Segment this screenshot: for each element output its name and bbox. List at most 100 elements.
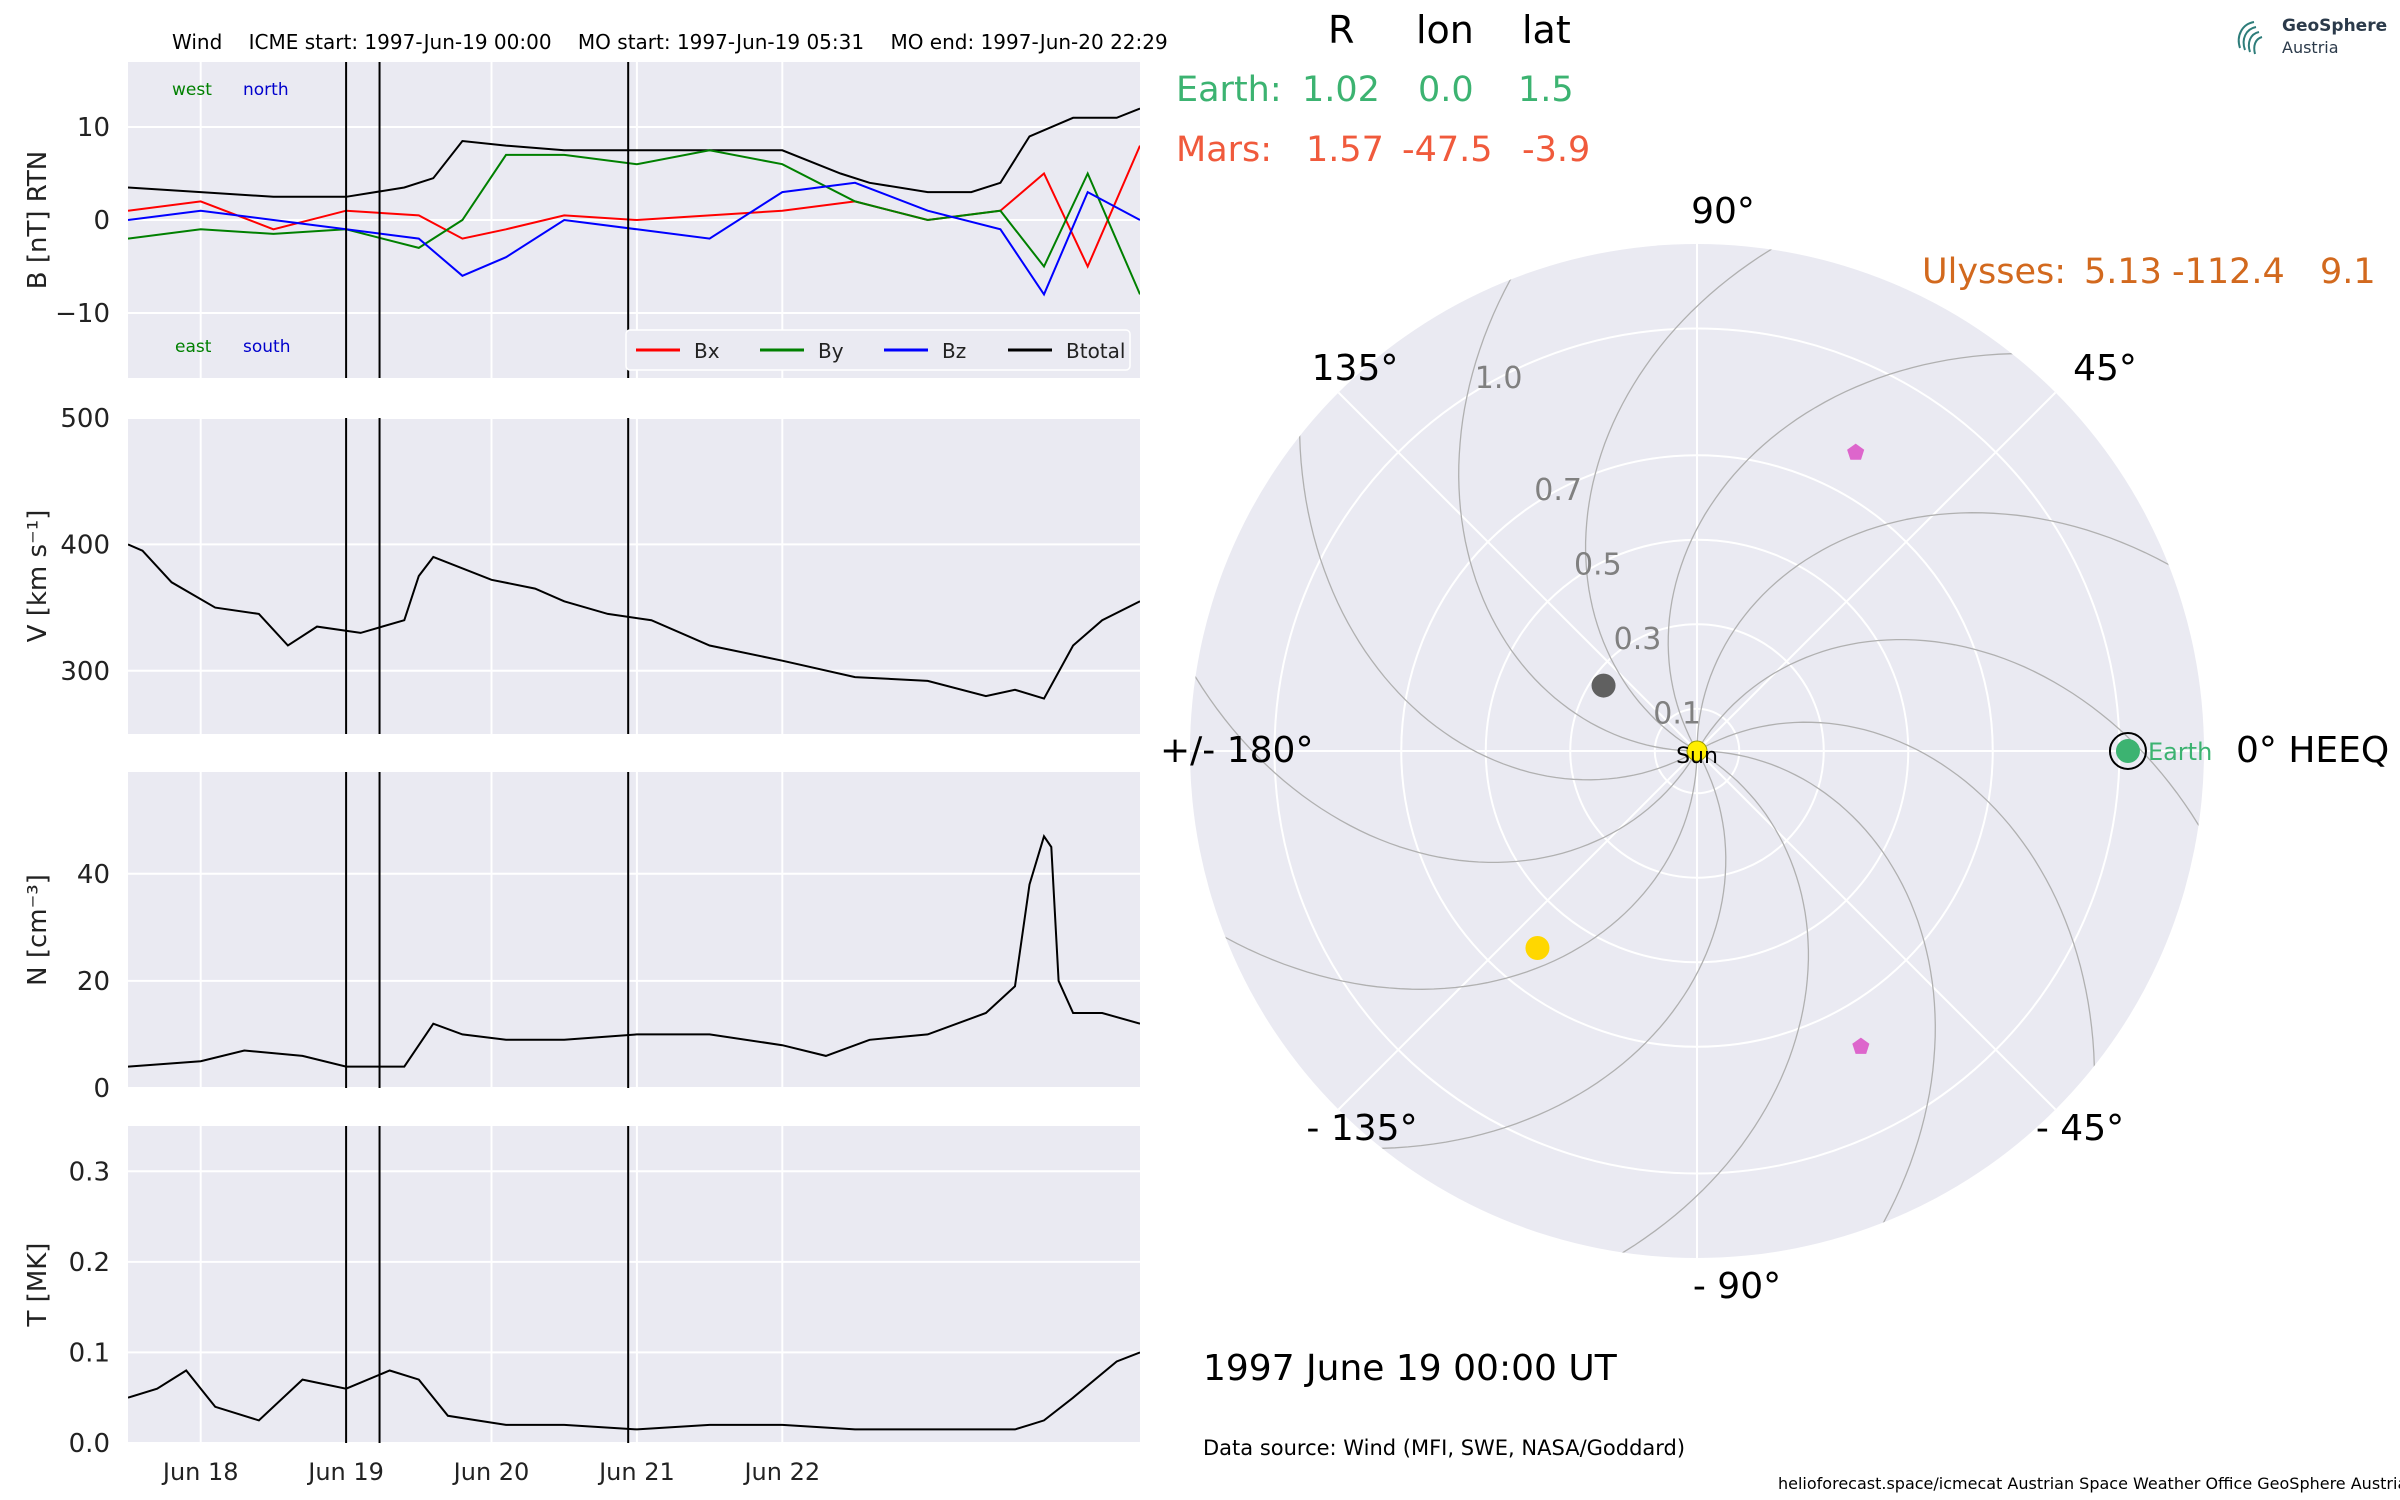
- annotation-west: west: [172, 80, 212, 100]
- polar-grid-spoke: [1696, 391, 2057, 752]
- header-icme-start: ICME start: 1997-Jun-19 00:00: [248, 30, 552, 54]
- logo-line2: Austria: [2282, 38, 2339, 57]
- header-mo-end: MO end: 1997-Jun-20 22:29: [890, 30, 1168, 54]
- sun-label: Sun: [1676, 744, 1718, 769]
- y-tick-label: 0.3: [69, 1157, 110, 1187]
- mars-row-lon: -47.5: [1402, 130, 1493, 170]
- angle-label: 0° HEEQ: [2236, 730, 2389, 771]
- y-tick-label: 10: [77, 113, 110, 143]
- earth-row-r: 1.02: [1302, 70, 1380, 110]
- y-tick-label: 40: [77, 860, 110, 890]
- ulysses-row-lon: -112.4: [2172, 252, 2285, 292]
- pink-pentagon-2-marker: [1852, 1037, 1870, 1054]
- mars-row-r: 1.57: [1306, 130, 1384, 170]
- angle-label: 90°: [1691, 191, 1755, 232]
- legend: Bx By Bz Btotal: [625, 329, 1131, 371]
- y-tick-label: −10: [55, 299, 110, 329]
- legend-label-by: By: [818, 339, 844, 363]
- table-header-lon: lon: [1416, 8, 1474, 52]
- gray-body-marker: [1591, 673, 1616, 698]
- parker-spiral-line: [1362, 754, 1810, 1258]
- series-group: [128, 543, 1140, 700]
- panel-background: [128, 772, 1140, 1088]
- parker-spiral-line: [1584, 244, 2032, 748]
- header-mo-start: MO start: 1997-Jun-19 05:31: [577, 30, 865, 54]
- panel-background: [128, 1126, 1140, 1443]
- x-tick-label: Jun 20: [452, 1458, 530, 1486]
- polar-grid-spoke: [1337, 391, 1698, 752]
- radial-tick-label: 0.3: [1614, 622, 1662, 657]
- angle-label: 135°: [1312, 348, 1399, 389]
- y-tick-label: 0: [93, 206, 110, 236]
- y-tick-label: 0.2: [69, 1248, 110, 1278]
- polar-grid-spoke: [1337, 750, 1698, 1111]
- legend-box: [625, 329, 1131, 371]
- y-axis-label: B [nT] RTN: [23, 151, 53, 290]
- radial-tick-label: 1.0: [1475, 361, 1523, 396]
- radial-tick-label: 0.5: [1574, 547, 1622, 582]
- table-header-r: R: [1328, 8, 1355, 52]
- y-tick-label: 20: [77, 967, 110, 997]
- angle-label: - 135°: [1306, 1108, 1417, 1149]
- parker-spiral-line: [1458, 244, 1699, 752]
- earth-row-lon: 0.0: [1418, 70, 1474, 110]
- parker-spiral-line: [1695, 750, 1936, 1258]
- y-tick-label: 300: [60, 657, 110, 687]
- pink-pentagon-1-marker: [1847, 443, 1865, 460]
- panel-background: [128, 418, 1140, 734]
- y-tick-label: 500: [60, 404, 110, 434]
- earth-marker: [2115, 739, 2140, 763]
- angle-label: 45°: [2073, 348, 2137, 389]
- table-header-lat: lat: [1522, 8, 1571, 52]
- panel-density: 40 20 0 N [cm⁻³]: [23, 772, 1140, 1104]
- angle-label: - 45°: [2036, 1108, 2124, 1149]
- series-line-t: [128, 1351, 1140, 1431]
- panel-temperature: 0.3 0.2 0.1 0.0 T [MK]: [23, 1126, 1140, 1459]
- x-tick-label: Jun 19: [306, 1458, 384, 1486]
- data-source-label: Data source: Wind (MFI, SWE, NASA/Goddar…: [1203, 1436, 1686, 1460]
- x-tick-label: Jun 21: [597, 1458, 675, 1486]
- logo-swirl-icon: [2237, 21, 2263, 55]
- parker-spirals: [1190, 244, 2204, 1258]
- annotation-north: north: [243, 80, 289, 100]
- header-spacecraft: Wind: [172, 30, 223, 54]
- mars-row-label: Mars:: [1176, 130, 1273, 170]
- parker-spiral-line: [1696, 512, 2204, 753]
- series-line-bx: [128, 145, 1140, 269]
- parker-spiral-line: [1190, 749, 1698, 990]
- annotation-south: south: [243, 337, 290, 357]
- legend-label-btotal: Btotal: [1066, 339, 1125, 363]
- y-axis-label: V [km s⁻¹]: [23, 510, 53, 643]
- y-tick-label: 0: [93, 1074, 110, 1104]
- earth-row-lat: 1.5: [1518, 70, 1574, 110]
- radial-tick-label: 0.1: [1653, 697, 1701, 732]
- radial-tick-label: 0.7: [1534, 473, 1582, 508]
- panel-b_field: 10 0 −10B [nT] RTN west north east south Bx By Bz…: [23, 62, 1140, 378]
- yellow-body-marker: [1525, 936, 1550, 961]
- polar-position-plot: 0.1 0.3 0.5 0.7 1.0 90° 45° 0° HEEQ - 45° - 90° - …: [1160, 191, 2389, 1307]
- angle-label: +/- 180°: [1160, 730, 1313, 771]
- date-label: 1997 June 19 00:00 UT: [1203, 1348, 1617, 1389]
- series-line-by: [128, 149, 1140, 295]
- series-line-v: [128, 543, 1140, 700]
- annotation-east: east: [175, 337, 212, 357]
- series-group: [128, 1351, 1140, 1431]
- footer-credits: helioforecast.space/icmecat Austrian Spa…: [1778, 1474, 2400, 1493]
- ulysses-row-r: 5.13: [2084, 252, 2162, 292]
- mars-row-lat: -3.9: [1522, 130, 1591, 170]
- polar-grid-spoke: [1696, 750, 2057, 1111]
- logo-line1: GeoSphere: [2282, 16, 2388, 36]
- y-tick-label: 0.1: [69, 1338, 110, 1368]
- earth-label: Earth: [2148, 738, 2212, 766]
- legend-label-bz: Bz: [942, 339, 966, 363]
- ulysses-row-label: Ulysses:: [1922, 252, 2067, 292]
- series-group: [128, 107, 1140, 297]
- sun-marker: [1686, 740, 1708, 762]
- time-series-panels: 10 0 −10B [nT] RTN west north east south Bx By Bz…: [23, 62, 1140, 1486]
- y-tick-label: 400: [60, 530, 110, 560]
- legend-label-bx: Bx: [694, 339, 720, 363]
- parker-spiral-line: [1190, 416, 1694, 864]
- y-axis-label: N [cm⁻³]: [23, 874, 53, 986]
